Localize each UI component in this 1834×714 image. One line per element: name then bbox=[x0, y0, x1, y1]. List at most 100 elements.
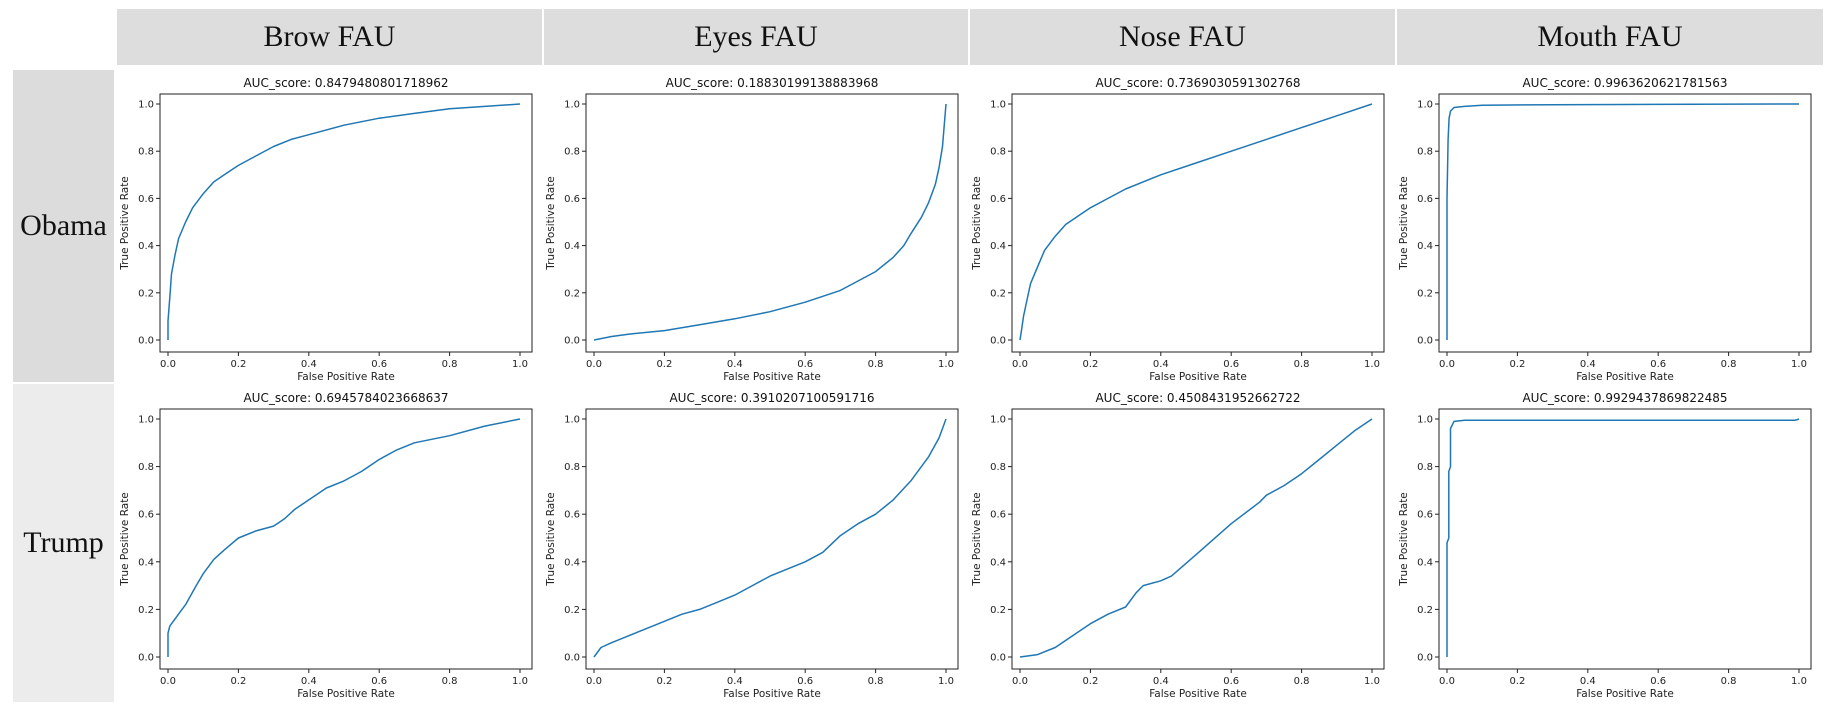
x-tick-label: 0.4 bbox=[1153, 676, 1169, 687]
x-tick-label: 0.6 bbox=[1650, 359, 1666, 370]
x-tick-label: 0.8 bbox=[1294, 676, 1310, 687]
roc-chart-trump-nose: AUC_score: 0.4508431952662722 0.0 0.2 0.4 0.… bbox=[971, 391, 1385, 700]
x-axis-label: False Positive Rate bbox=[297, 688, 395, 700]
chart-title: AUC_score: 0.8479480801718962 bbox=[243, 76, 448, 90]
column-header-nose: Nose FAU bbox=[970, 9, 1395, 65]
y-tick-label: 0.8 bbox=[1417, 462, 1433, 473]
roc-curve-line bbox=[167, 418, 521, 657]
x-axis-label: False Positive Rate bbox=[297, 371, 395, 383]
y-tick-label: 0.0 bbox=[1417, 336, 1433, 347]
x-tick-label: 0.8 bbox=[868, 676, 884, 687]
roc-curve-line bbox=[167, 103, 521, 340]
y-axis-label: True Positive Rate bbox=[119, 176, 131, 271]
x-tick-label: 1.0 bbox=[1364, 676, 1380, 687]
chart-title: AUC_score: 0.3910207100591716 bbox=[669, 391, 874, 405]
y-tick-label: 0.8 bbox=[1417, 147, 1433, 158]
x-axis-label: False Positive Rate bbox=[723, 688, 821, 700]
x-tick-label: 0.0 bbox=[1012, 359, 1028, 370]
x-tick-label: 0.2 bbox=[1509, 676, 1525, 687]
y-axis-label: True Positive Rate bbox=[119, 492, 131, 587]
y-tick-label: 0.8 bbox=[990, 147, 1006, 158]
y-tick-label: 0.6 bbox=[138, 510, 154, 521]
y-tick-label: 1.0 bbox=[990, 100, 1006, 111]
roc-curve-line bbox=[1446, 418, 1800, 657]
y-axis-label: True Positive Rate bbox=[545, 176, 557, 271]
y-tick-label: 0.6 bbox=[990, 194, 1006, 205]
roc-curve-line bbox=[1019, 103, 1373, 341]
y-tick-label: 0.6 bbox=[564, 510, 580, 521]
roc-chart-obama-nose: AUC_score: 0.7369030591302768 0.0 0.2 0.4 0.… bbox=[971, 76, 1385, 383]
x-tick-label: 1.0 bbox=[938, 676, 954, 687]
x-tick-label: 0.8 bbox=[442, 676, 458, 687]
y-axis-label: True Positive Rate bbox=[1398, 176, 1410, 271]
x-tick-label: 1.0 bbox=[938, 359, 954, 370]
chart-title: AUC_score: 0.7369030591302768 bbox=[1095, 76, 1300, 90]
y-tick-label: 0.0 bbox=[138, 653, 154, 664]
y-tick-label: 1.0 bbox=[1417, 415, 1433, 426]
x-tick-label: 0.6 bbox=[371, 359, 387, 370]
x-tick-label: 1.0 bbox=[1791, 676, 1807, 687]
x-tick-label: 0.4 bbox=[1580, 359, 1596, 370]
y-tick-label: 0.6 bbox=[564, 194, 580, 205]
roc-chart-trump-mouth: AUC_score: 0.9929437869822485 0.0 0.2 0.4 0.… bbox=[1398, 391, 1812, 700]
roc-curve-line bbox=[593, 103, 947, 341]
x-tick-label: 0.0 bbox=[586, 359, 602, 370]
chart-title: AUC_score: 0.18830199138883968 bbox=[666, 76, 879, 90]
y-tick-label: 0.0 bbox=[564, 336, 580, 347]
x-tick-label: 0.0 bbox=[586, 676, 602, 687]
y-tick-label: 0.8 bbox=[564, 462, 580, 473]
y-tick-label: 1.0 bbox=[564, 100, 580, 111]
x-tick-label: 0.8 bbox=[1721, 359, 1737, 370]
y-tick-label: 1.0 bbox=[138, 100, 154, 111]
y-tick-label: 0.2 bbox=[138, 605, 154, 616]
y-tick-label: 0.4 bbox=[1417, 557, 1433, 568]
y-tick-label: 0.2 bbox=[990, 605, 1006, 616]
y-tick-label: 1.0 bbox=[1417, 100, 1433, 111]
x-tick-label: 0.8 bbox=[868, 359, 884, 370]
y-tick-label: 0.8 bbox=[138, 147, 154, 158]
y-tick-label: 0.6 bbox=[138, 194, 154, 205]
x-tick-label: 0.4 bbox=[727, 676, 743, 687]
y-tick-label: 0.0 bbox=[138, 336, 154, 347]
plot-frame bbox=[159, 93, 533, 353]
x-tick-label: 0.2 bbox=[230, 359, 246, 370]
x-tick-label: 0.8 bbox=[1721, 676, 1737, 687]
x-tick-label: 0.2 bbox=[230, 676, 246, 687]
x-tick-label: 0.4 bbox=[727, 359, 743, 370]
chart-title: AUC_score: 0.9963620621781563 bbox=[1522, 76, 1727, 90]
chart-title: AUC_score: 0.9929437869822485 bbox=[1522, 391, 1727, 405]
chart-title: AUC_score: 0.6945784023668637 bbox=[243, 391, 448, 405]
y-axis-label: True Positive Rate bbox=[971, 492, 983, 587]
x-tick-label: 0.0 bbox=[1439, 676, 1455, 687]
x-tick-label: 0.2 bbox=[1509, 359, 1525, 370]
plot-frame bbox=[159, 408, 533, 670]
roc-chart-obama-brow: AUC_score: 0.8479480801718962 0.0 0.2 0.4 0.… bbox=[119, 76, 533, 383]
roc-chart-obama-mouth: AUC_score: 0.9963620621781563 0.0 0.2 0.4 0.… bbox=[1398, 76, 1812, 383]
y-tick-label: 1.0 bbox=[990, 415, 1006, 426]
y-tick-label: 0.0 bbox=[564, 653, 580, 664]
y-axis-label: True Positive Rate bbox=[971, 176, 983, 271]
x-tick-label: 0.0 bbox=[1012, 676, 1028, 687]
y-tick-label: 0.2 bbox=[564, 605, 580, 616]
x-tick-label: 1.0 bbox=[1791, 359, 1807, 370]
x-tick-label: 0.4 bbox=[1153, 359, 1169, 370]
x-axis-label: False Positive Rate bbox=[723, 371, 821, 383]
x-tick-label: 0.2 bbox=[656, 676, 672, 687]
y-tick-label: 0.6 bbox=[990, 510, 1006, 521]
x-axis-label: False Positive Rate bbox=[1149, 688, 1247, 700]
roc-chart-trump-eyes: AUC_score: 0.3910207100591716 0.0 0.2 0.4 0.… bbox=[545, 391, 959, 700]
x-tick-label: 0.6 bbox=[797, 676, 813, 687]
y-tick-label: 0.0 bbox=[990, 653, 1006, 664]
y-tick-label: 0.4 bbox=[990, 557, 1006, 568]
x-tick-label: 1.0 bbox=[1364, 359, 1380, 370]
x-tick-label: 0.0 bbox=[160, 676, 176, 687]
plot-frame bbox=[1438, 408, 1812, 670]
y-tick-label: 0.6 bbox=[1417, 510, 1433, 521]
y-tick-label: 0.8 bbox=[564, 147, 580, 158]
x-axis-label: False Positive Rate bbox=[1576, 371, 1674, 383]
x-axis-label: False Positive Rate bbox=[1149, 371, 1247, 383]
y-tick-label: 0.0 bbox=[990, 336, 1006, 347]
x-tick-label: 1.0 bbox=[512, 676, 528, 687]
row-header-obama: Obama bbox=[13, 70, 114, 382]
x-tick-label: 0.4 bbox=[301, 676, 317, 687]
